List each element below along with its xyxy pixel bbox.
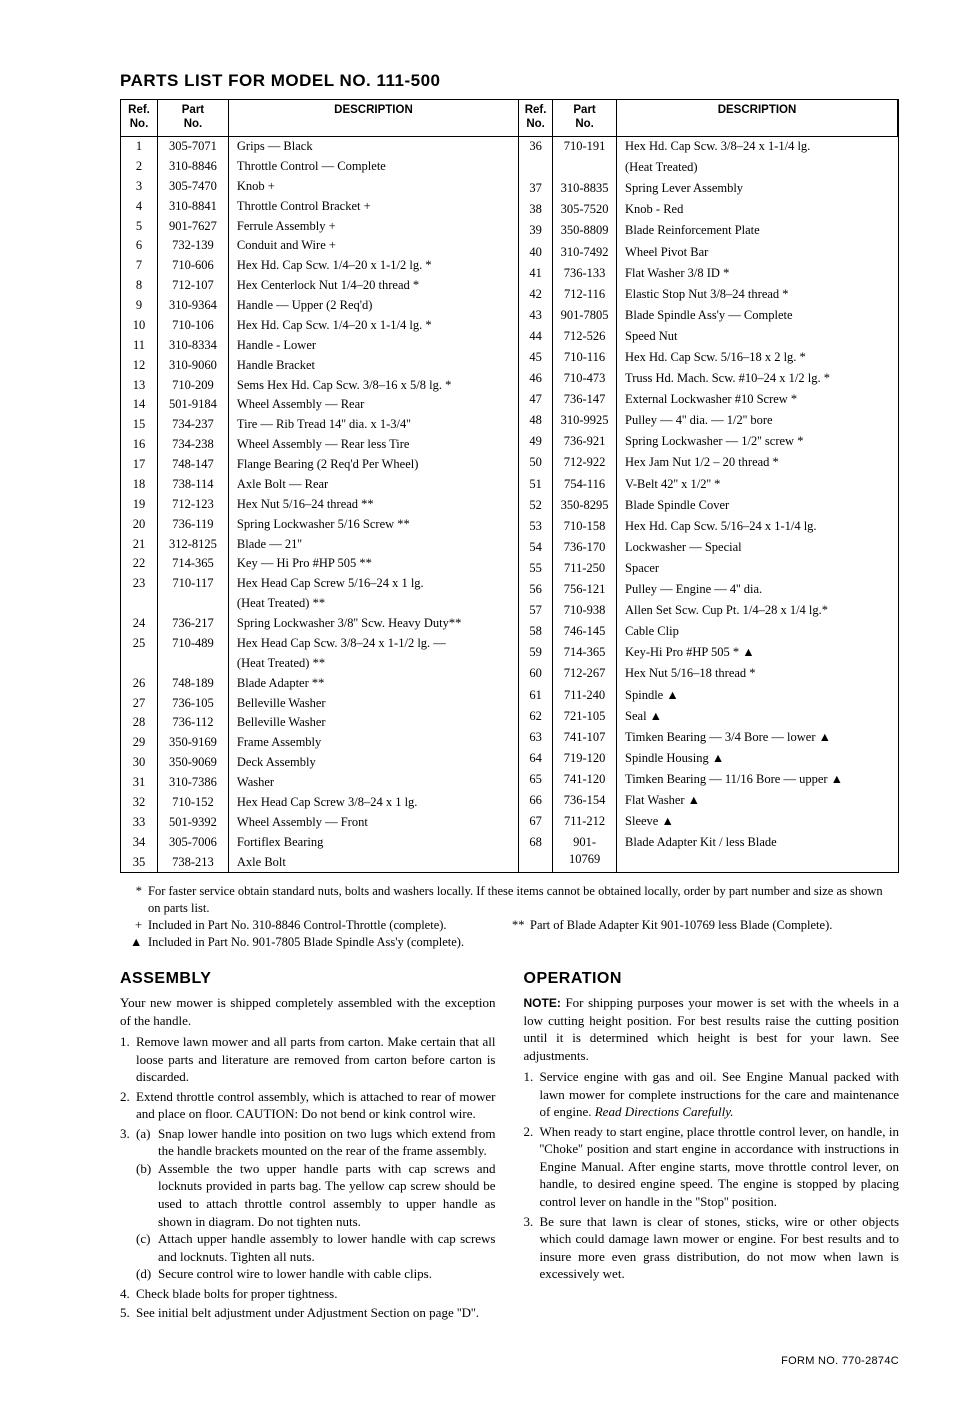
table-row: (Heat Treated) **: [121, 594, 519, 614]
table-row: 18738-114Axle Bolt — Rear: [121, 474, 519, 494]
table-row: 49736-921Spring Lockwasher — 1/2'' screw…: [519, 432, 898, 453]
table-row: 38305-7520Knob - Red: [519, 200, 898, 221]
table-row: 2310-8846Throttle Control — Complete: [121, 156, 519, 176]
assembly-intro: Your new mower is shipped completely ass…: [120, 994, 496, 1029]
assembly-heading: ASSEMBLY: [120, 968, 496, 990]
table-row: 11310-8334Handle - Lower: [121, 335, 519, 355]
table-row: 15734-237Tire — Rib Tread 14'' dia. x 1-…: [121, 415, 519, 435]
table-row: 64719-120Spindle Housing ▲: [519, 748, 898, 769]
table-row: 21312-8125Blade — 21'': [121, 534, 519, 554]
table-row: 14501-9184Wheel Assembly — Rear: [121, 395, 519, 415]
table-row: 20736-119Spring Lockwasher 5/16 Screw **: [121, 514, 519, 534]
table-row: 62721-105Seal ▲: [519, 706, 898, 727]
table-row: 36710-191Hex Hd. Cap Scw. 3/8–24 x 1-1/4…: [519, 136, 898, 158]
table-row: 50712-922Hex Jam Nut 1/2 – 20 thread *: [519, 453, 898, 474]
table-row: 19712-123Hex Nut 5/16–24 thread **: [121, 494, 519, 514]
table-row: 34305-7006Fortiflex Bearing: [121, 832, 519, 852]
table-row: 58746-145Cable Clip: [519, 622, 898, 643]
table-row: 41736-133Flat Washer 3/8 ID *: [519, 263, 898, 284]
table-row: 30350-9069Deck Assembly: [121, 753, 519, 773]
table-row: 68901-10769Blade Adapter Kit / less Blad…: [519, 833, 898, 872]
form-number: FORM NO. 770-2874C: [120, 1354, 899, 1369]
footnotes: *For faster service obtain standard nuts…: [120, 883, 899, 951]
table-row: (Heat Treated) **: [121, 653, 519, 673]
table-row: 3305-7470Knob +: [121, 176, 519, 196]
table-row: 17748-147Flange Bearing (2 Req'd Per Whe…: [121, 455, 519, 475]
table-row: 48310-9925Pulley — 4'' dia. — 1/2'' bore: [519, 411, 898, 432]
table-row: 59714-365Key-Hi Pro #HP 505 * ▲: [519, 643, 898, 664]
table-row: 4310-8841Throttle Control Bracket +: [121, 196, 519, 216]
table-row: 52350-8295Blade Spindle Cover: [519, 495, 898, 516]
table-row: 47736-147External Lockwasher #10 Screw *: [519, 390, 898, 411]
table-row: 26748-189Blade Adapter **: [121, 673, 519, 693]
table-row: 46710-473Truss Hd. Mach. Scw. #10–24 x 1…: [519, 369, 898, 390]
operation-note: NOTE: For shipping purposes your mower i…: [524, 994, 900, 1064]
table-row: 37310-8835Spring Lever Assembly: [519, 179, 898, 200]
table-row: 45710-116Hex Hd. Cap Scw. 5/16–18 x 2 lg…: [519, 348, 898, 369]
table-row: 31310-7386Washer: [121, 773, 519, 793]
table-row: 33501-9392Wheel Assembly — Front: [121, 812, 519, 832]
table-row: 60712-267Hex Nut 5/16–18 thread *: [519, 664, 898, 685]
table-row: 16734-238Wheel Assembly — Rear less Tire: [121, 435, 519, 455]
table-row: 22714-365Key — Hi Pro #HP 505 **: [121, 554, 519, 574]
col-part: Part No.: [553, 100, 617, 136]
col-ref: Ref. No.: [121, 100, 158, 136]
table-row: 35738-213Axle Bolt: [121, 852, 519, 872]
table-row: 8712-107Hex Centerlock Nut 1/4–20 thread…: [121, 276, 519, 296]
operation-heading: OPERATION: [524, 968, 900, 990]
parts-tables: Ref. No. Part No. DESCRIPTION 1305-7071G…: [120, 99, 899, 872]
table-row: 12310-9060Handle Bracket: [121, 355, 519, 375]
table-row: 28736-112Belleville Washer: [121, 713, 519, 733]
table-row: (Heat Treated): [519, 158, 898, 179]
assembly-section: ASSEMBLY Your new mower is shipped compl…: [120, 968, 496, 1323]
col-desc: DESCRIPTION: [228, 100, 518, 136]
table-row: 54736-170Lockwasher — Special: [519, 537, 898, 558]
parts-table-right: Ref. No. Part No. DESCRIPTION 36710-191H…: [519, 100, 898, 872]
table-row: 23710-117Hex Head Cap Screw 5/16–24 x 1 …: [121, 574, 519, 594]
table-row: 51754-116V-Belt 42'' x 1/2'' *: [519, 474, 898, 495]
table-row: 66736-154Flat Washer ▲: [519, 790, 898, 811]
table-row: 24736-217Spring Lockwasher 3/8'' Scw. He…: [121, 614, 519, 634]
table-row: 6732-139Conduit and Wire +: [121, 236, 519, 256]
table-row: 1305-7071Grips — Black: [121, 136, 519, 156]
table-row: 67711-212Sleeve ▲: [519, 812, 898, 833]
table-row: 32710-152Hex Head Cap Screw 3/8–24 x 1 l…: [121, 792, 519, 812]
table-row: 42712-116Elastic Stop Nut 3/8–24 thread …: [519, 284, 898, 305]
table-row: 13710-209Sems Hex Hd. Cap Scw. 3/8–16 x …: [121, 375, 519, 395]
table-row: 63741-107Timken Bearing — 3/4 Bore — low…: [519, 727, 898, 748]
table-row: 57710-938Allen Set Scw. Cup Pt. 1/4–28 x…: [519, 601, 898, 622]
table-row: 44712-526Speed Nut: [519, 326, 898, 347]
table-row: 25710-489Hex Head Cap Scw. 3/8–24 x 1-1/…: [121, 633, 519, 653]
table-row: 61711-240Spindle ▲: [519, 685, 898, 706]
table-row: 53710-158Hex Hd. Cap Scw. 5/16–24 x 1-1/…: [519, 516, 898, 537]
table-row: 7710-606Hex Hd. Cap Scw. 1/4–20 x 1-1/2 …: [121, 256, 519, 276]
col-part: Part No.: [158, 100, 229, 136]
table-row: 29350-9169Frame Assembly: [121, 733, 519, 753]
operation-section: OPERATION NOTE: For shipping purposes yo…: [524, 968, 900, 1323]
table-row: 10710-106Hex Hd. Cap Scw. 1/4–20 x 1-1/4…: [121, 315, 519, 335]
table-row: 43901-7805Blade Spindle Ass'y — Complete: [519, 305, 898, 326]
page-title: PARTS LIST FOR MODEL NO. 111-500: [120, 70, 899, 93]
table-row: 39350-8809Blade Reinforcement Plate: [519, 221, 898, 242]
col-desc: DESCRIPTION: [617, 100, 898, 136]
parts-table-left: Ref. No. Part No. DESCRIPTION 1305-7071G…: [121, 100, 519, 872]
table-row: 5901-7627Ferrule Assembly +: [121, 216, 519, 236]
table-row: 27736-105Belleville Washer: [121, 693, 519, 713]
table-row: 9310-9364Handle — Upper (2 Req'd): [121, 296, 519, 316]
table-row: 55711-250Spacer: [519, 558, 898, 579]
table-row: 40310-7492Wheel Pivot Bar: [519, 242, 898, 263]
table-row: 56756-121Pulley — Engine — 4'' dia.: [519, 580, 898, 601]
table-row: 65741-120Timken Bearing — 11/16 Bore — u…: [519, 769, 898, 790]
col-ref: Ref. No.: [519, 100, 553, 136]
